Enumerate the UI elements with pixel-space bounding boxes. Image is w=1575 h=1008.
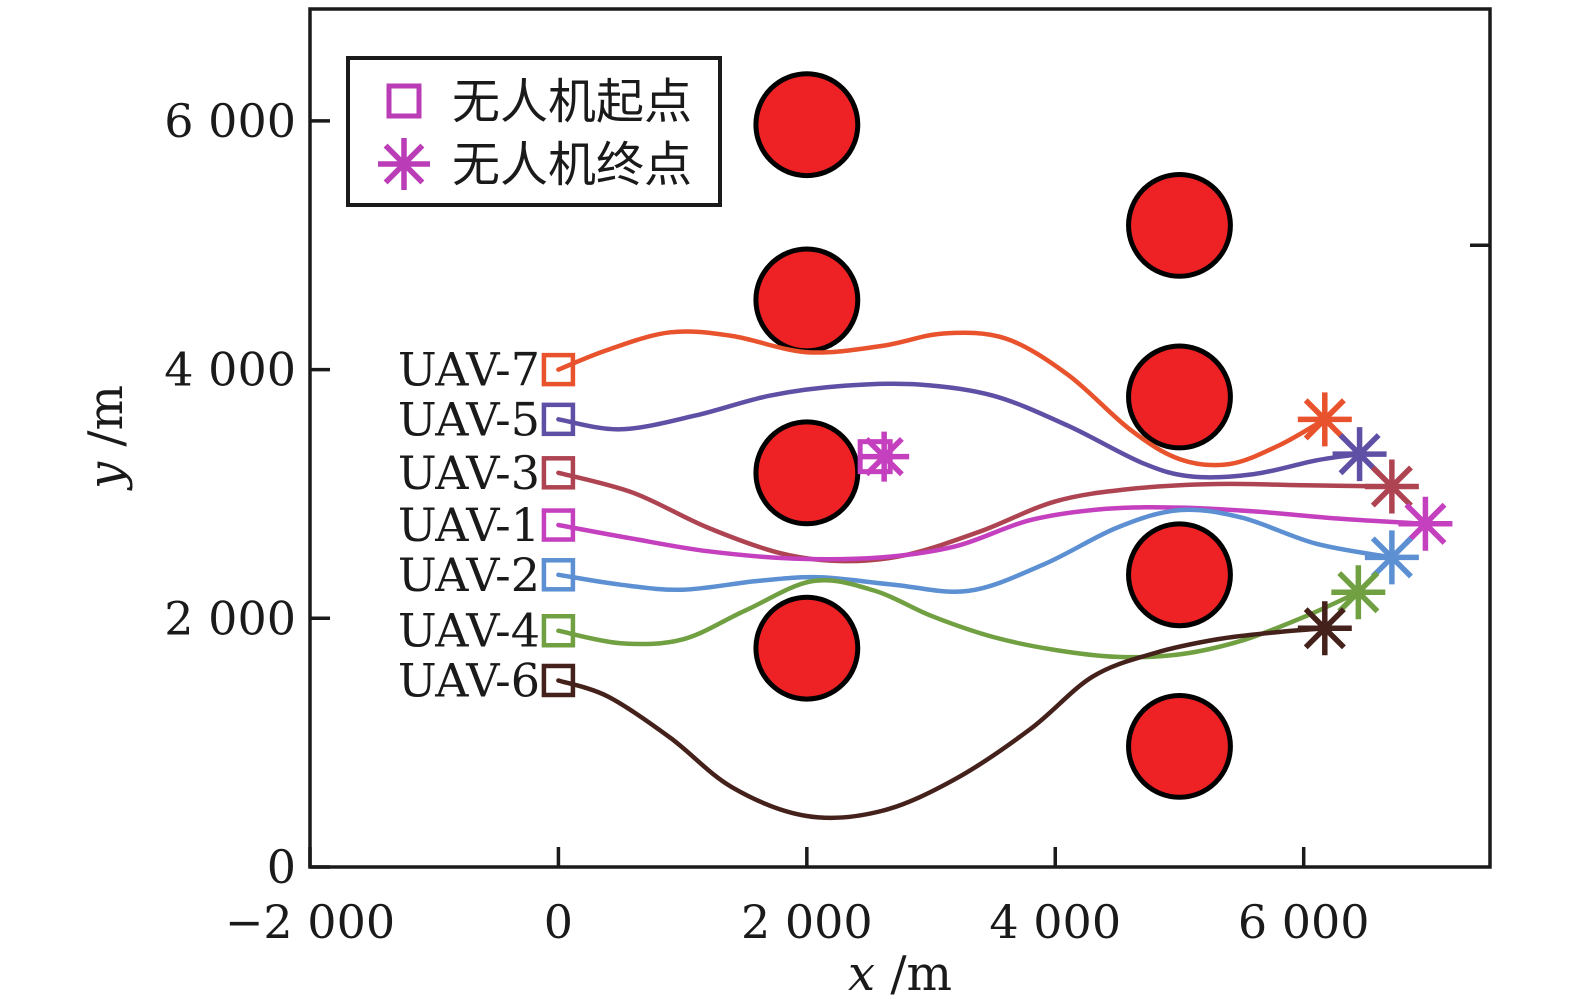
uav-5-start-marker [541,402,576,437]
uav-3-trajectory [556,470,1395,564]
uav-2-label: UAV-2 [398,548,540,602]
uav-1-label: UAV-1 [398,498,540,552]
uav-7-start-marker [541,352,576,387]
x-tick-label: 4 000 [989,895,1121,949]
obstacle-circle-2 [753,246,861,354]
asterisk-arm [1338,433,1381,476]
uav-4-trajectory [556,578,1361,660]
obstacle-circle-5 [1126,171,1233,279]
y-axis-label: y /m [78,385,134,491]
asterisk-arm [1303,398,1346,441]
asterisk-arm [1337,571,1380,614]
uav-6-start-marker [541,663,576,698]
uav-3-start-marker [541,456,576,490]
uav-5-trajectory [556,381,1362,480]
obstacle-circle-4 [753,594,861,702]
asterisk-arm [1303,607,1346,650]
uav-6-end-marker [1297,601,1352,656]
uav-2-trajectory [556,507,1395,595]
y-tick-label: 4 000 [164,343,296,397]
uav-4-start-marker [541,613,576,648]
uav-5-end-marker [1332,427,1387,482]
y-tick-label: 6 000 [164,94,296,148]
uav-6-label: UAV-6 [398,653,540,707]
x-tick-label: 0 [544,895,573,949]
asterisk-arm [1370,536,1413,579]
uav-7-end-marker [1297,392,1352,447]
uav-6-trajectory [556,626,1328,821]
uav-5-label: UAV-5 [398,392,540,446]
legend-box [346,56,722,207]
asterisk-arm [1404,502,1447,545]
uav-3-end-marker [1364,459,1419,514]
asterisk-arm [864,437,904,477]
uav-1-start-marker [541,508,576,542]
x-tick-label: 6 000 [1238,895,1370,949]
uav-7-trajectory [556,329,1328,468]
uav-1-trajectory [556,505,1428,562]
asterisk-arm [1370,465,1413,508]
x-tick-label: −2 000 [225,895,395,949]
x-axis-label: x /m [848,946,952,1002]
uav-2-start-marker [541,558,576,592]
y-tick-label: 0 [267,840,296,894]
legend-start-marker-icon [386,83,422,119]
obstacle-circle-6 [1126,343,1233,451]
coincident-end-marker [859,431,910,482]
uav-7-label: UAV-7 [398,343,540,397]
y-tick-label: 2 000 [164,591,296,645]
uav-4-end-marker [1331,565,1386,620]
obstacle-circle-8 [1126,692,1233,800]
x-tick-label: 2 000 [741,895,873,949]
obstacle-circle-1 [753,71,861,179]
asterisk-arm [383,143,425,185]
uav-3-label: UAV-3 [398,446,540,500]
legend-item-label: 无人机起点 [452,74,692,130]
legend-end-marker-icon [378,138,430,190]
obstacle-circle-7 [1126,521,1233,629]
uav-1-end-marker [1398,496,1453,551]
uav-4-label: UAV-4 [398,604,540,658]
uav-2-end-marker [1364,530,1419,585]
obstacle-circle-3 [753,419,861,527]
legend-item-label: 无人机终点 [452,137,692,193]
